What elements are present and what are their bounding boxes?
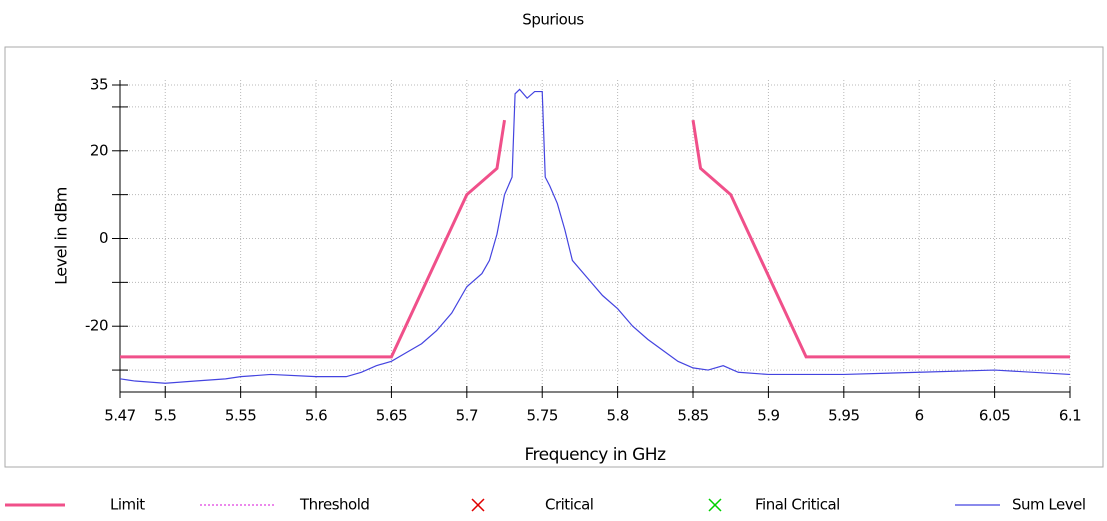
- y-axis-label: Level in dBm: [52, 187, 71, 285]
- x-tick-label: 6: [915, 407, 924, 425]
- series-line: [120, 119, 507, 359]
- x-tick-label: 5.65: [376, 407, 407, 425]
- x-tick-label: 5.8: [606, 407, 628, 425]
- legend-label: Sum Level: [1012, 496, 1086, 514]
- x-tick-label: 5.95: [828, 407, 859, 425]
- legend-symbol: [471, 498, 485, 512]
- x-tick-label: 5.47: [104, 407, 135, 425]
- x-tick-label: 5.6: [305, 407, 327, 425]
- y-tick-label: 20: [90, 141, 108, 159]
- series-line: [119, 88, 1071, 384]
- legend-label: Limit: [110, 496, 145, 514]
- legend-label: Critical: [545, 496, 593, 514]
- series-line: [691, 119, 1070, 359]
- x-tick-label: 6.1: [1059, 407, 1081, 425]
- y-tick-label: 35: [90, 76, 108, 94]
- x-tick-label: 5.75: [527, 407, 558, 425]
- chart-title: Spurious: [522, 11, 584, 29]
- chart-panel: [4, 46, 1104, 468]
- y-tick-label: 0: [99, 229, 108, 247]
- x-tick-label: 5.85: [677, 407, 708, 425]
- x-tick-label: 5.9: [757, 407, 779, 425]
- x-tick-label: 5.7: [456, 407, 478, 425]
- y-tick-label: -20: [85, 317, 108, 335]
- legend-label: Threshold: [299, 496, 369, 514]
- x-tick-label: 5.5: [154, 407, 176, 425]
- x-tick-label: 6.05: [979, 407, 1010, 425]
- legend-symbol: [708, 498, 722, 512]
- x-axis-label: Frequency in GHz: [524, 445, 666, 465]
- legend-label: Final Critical: [755, 496, 840, 514]
- x-tick-label: 5.55: [225, 407, 256, 425]
